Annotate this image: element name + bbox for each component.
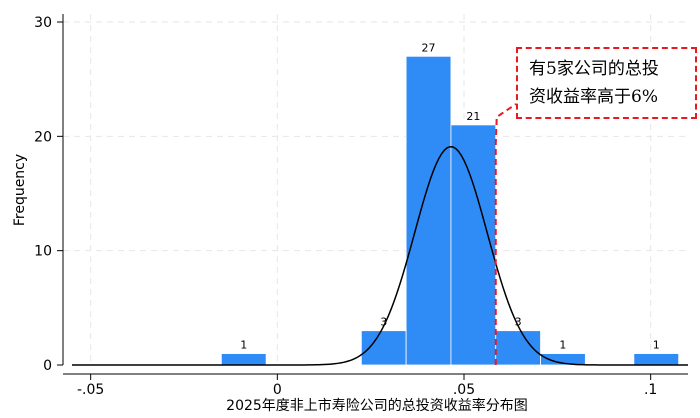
x-tick-label-3: .1 — [644, 382, 657, 398]
bar-5 — [540, 353, 586, 366]
annotation-marker-line — [494, 103, 517, 365]
bar-1 — [360, 330, 407, 366]
bar-label-5: 1 — [559, 339, 566, 352]
y-tick-label-2: 20 — [34, 129, 52, 145]
bar-2 — [405, 55, 452, 366]
x-axis-title: 2025年度非上市寿险公司的总投资收益率分布图 — [226, 397, 528, 414]
x-tick-label-1: 0 — [273, 382, 282, 398]
annotation-line-1: 有5家公司的总投 — [529, 59, 659, 79]
y-tick-label-3: 30 — [34, 15, 52, 31]
bar-label-0: 1 — [240, 339, 247, 352]
histogram-bars — [220, 55, 680, 366]
bar-3 — [450, 124, 497, 366]
normal-density-curve — [72, 145, 688, 366]
bar-label-4: 3 — [515, 316, 522, 329]
bar-6 — [633, 353, 680, 366]
annotation-callout: 有5家公司的总投 资收益率高于6% — [516, 47, 697, 119]
x-tick-label-2: .05 — [453, 382, 475, 398]
bar-label-6: 1 — [653, 339, 660, 352]
x-axis-ticks: -.05 0 .05 .1 — [77, 374, 657, 398]
y-tick-label-0: 0 — [43, 358, 52, 374]
bar-0 — [220, 353, 267, 366]
annotation-line-2: 资收益率高于6% — [529, 87, 658, 107]
y-tick-label-1: 10 — [34, 244, 52, 260]
bar-label-2: 27 — [422, 41, 436, 54]
y-axis-ticks: 0 10 20 30 — [34, 15, 63, 374]
bar-label-1: 3 — [380, 316, 387, 329]
bar-label-3: 21 — [466, 110, 480, 123]
y-axis-title: Frequency — [12, 154, 28, 226]
bar-4 — [495, 330, 541, 366]
x-tick-label-0: -.05 — [77, 382, 104, 398]
bar-count-labels: 1 3 27 21 3 1 1 — [240, 41, 660, 351]
